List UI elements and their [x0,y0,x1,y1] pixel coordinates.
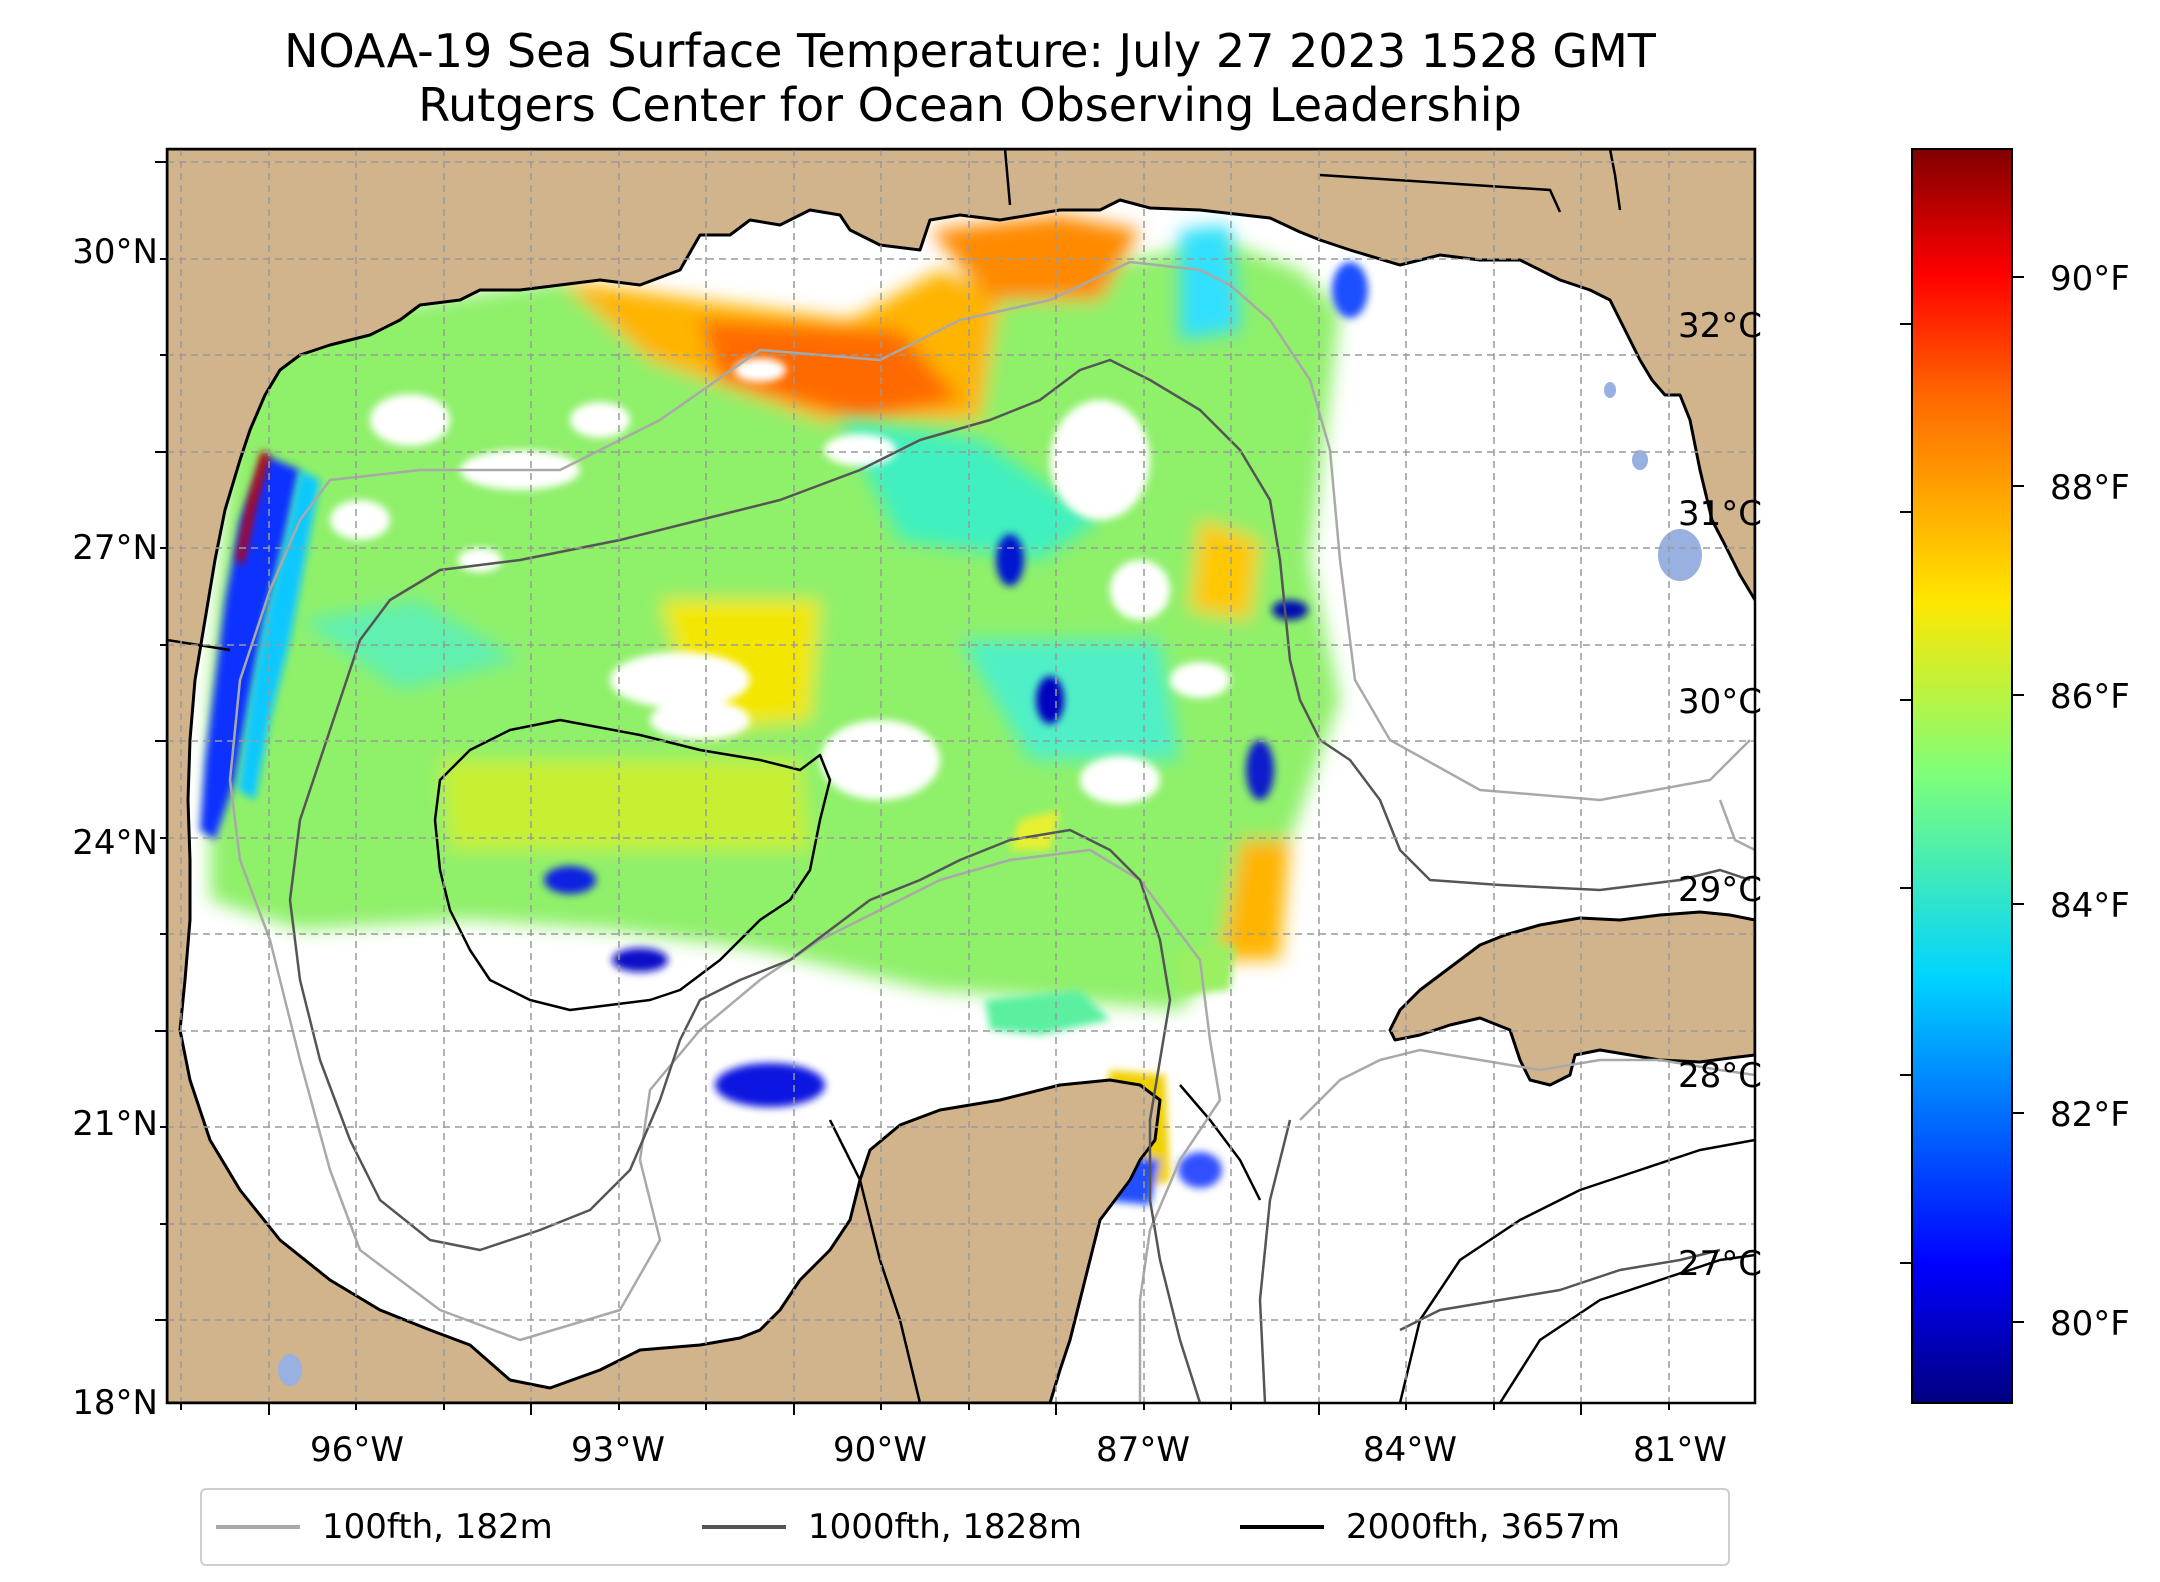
lat-tick-label: 27°N [72,528,158,568]
contour-2000fth [433,718,832,1012]
borders [167,149,1622,1403]
colorbar-fahrenheit-label: 82°F [2050,1095,2130,1135]
bathymetry-contours [228,260,1755,1403]
colorbar-fahrenheit-label: 88°F [2050,468,2130,508]
legend-label: 1000fth, 1828m [808,1507,1083,1547]
colorbar-frame [1911,148,2013,1404]
colorbar-celsius-label: 28°C [1677,1056,1762,1096]
gulf-coast-land [167,149,1755,1403]
colorbar-fahrenheit-label: 80°F [2050,1304,2130,1344]
chart-title: NOAA-19 Sea Surface Temperature: July 27… [284,24,1656,78]
legend-item-1000fth: 1000fth, 1828m [702,1490,1082,1564]
map-frame [165,147,1757,1405]
legend-item-100fth: 100fth, 182m [216,1490,553,1564]
colorbar-celsius-label: 29°C [1677,870,1762,910]
colorbar [1900,148,2024,1404]
sst-field [200,215,1368,1188]
lon-tick-label: 84°W [1363,1430,1457,1470]
lat-tick-label: 18°N [72,1383,158,1423]
legend-line-2000fth [1240,1525,1324,1529]
lon-tick-label: 96°W [310,1430,404,1470]
colorbar-fahrenheit-label: 90°F [2050,259,2130,299]
legend-line-100fth [216,1525,300,1529]
legend-line-1000fth [702,1525,786,1529]
legend-item-2000fth: 2000fth, 3657m [1240,1490,1620,1564]
lon-tick-label: 93°W [571,1430,665,1470]
colorbar-gradient [1912,149,2012,1403]
land [167,149,1755,1403]
lat-tick-label: 21°N [72,1104,158,1144]
contour-100fth [228,260,1751,1403]
lat-tick-label: 24°N [72,823,158,863]
legend-label: 100fth, 182m [322,1507,553,1547]
cuba-land [1388,910,1755,1087]
colorbar-fahrenheit-label: 84°F [2050,886,2130,926]
chart-subtitle: Rutgers Center for Ocean Observing Leade… [418,78,1522,132]
legend-label: 2000fth, 3657m [1346,1507,1621,1547]
colorbar-celsius-label: 32°C [1677,306,1762,346]
colorbar-fahrenheit-label: 86°F [2050,677,2130,717]
lon-tick-label: 81°W [1633,1430,1727,1470]
contour-1000fth [288,358,1751,1403]
lon-tick-label: 87°W [1096,1430,1190,1470]
colorbar-celsius-label: 31°C [1677,494,1762,534]
lon-tick-label: 90°W [833,1430,927,1470]
legend: 100fth, 182m 1000fth, 1828m 2000fth, 365… [200,1488,1730,1566]
colorbar-celsius-label: 27°C [1677,1244,1762,1284]
lakes [278,382,1702,1386]
lat-tick-label: 30°N [72,232,158,272]
gridlines [167,149,1755,1403]
colorbar-celsius-label: 30°C [1677,682,1762,722]
